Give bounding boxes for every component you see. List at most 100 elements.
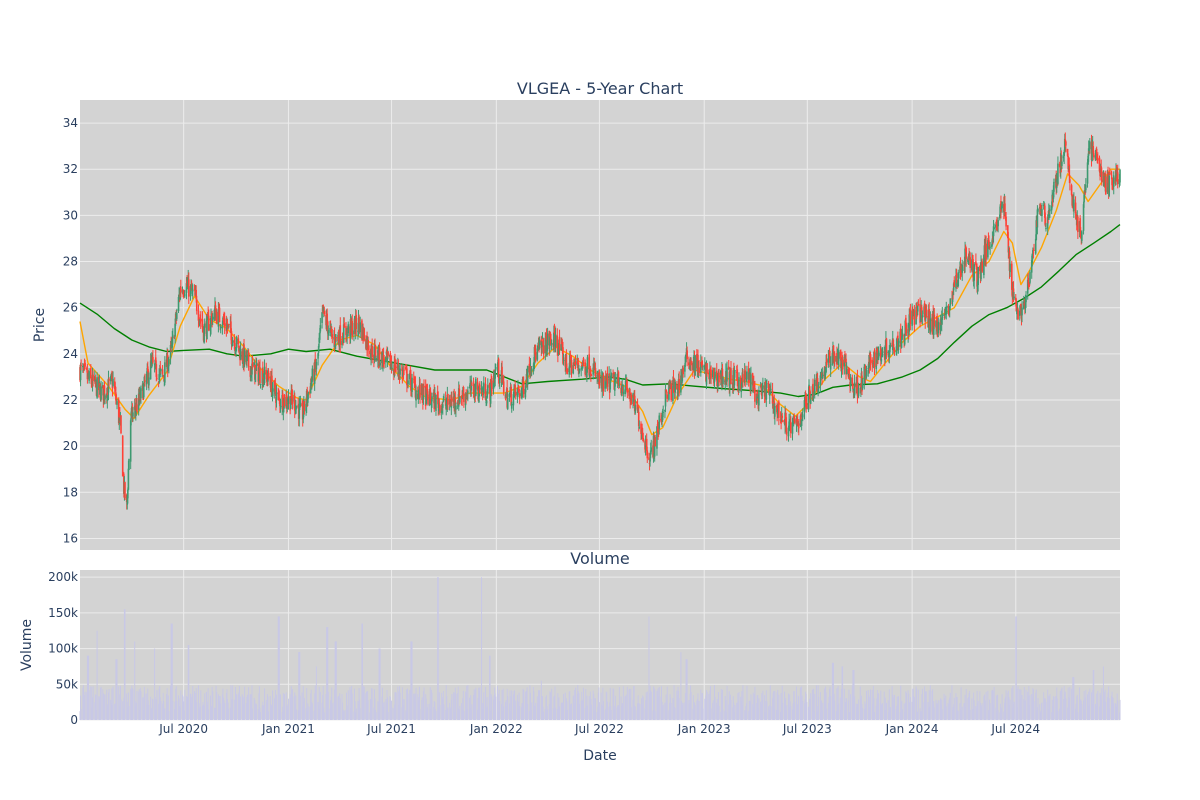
candle-body [1079, 218, 1081, 229]
volume-bar [1052, 706, 1054, 720]
candle-body [852, 388, 855, 392]
volume-bar [399, 686, 401, 720]
candle-body [1000, 201, 1002, 212]
candle-body [809, 399, 812, 404]
candle-body [321, 312, 323, 323]
volume-bar [514, 690, 516, 720]
volume-bar [351, 693, 353, 720]
candle-body [162, 375, 164, 377]
volume-bar [99, 696, 101, 720]
candle-body [625, 378, 627, 384]
volume-bar [604, 710, 606, 720]
volume-bar [414, 702, 416, 720]
volume-bar [450, 708, 452, 720]
volume-bar [504, 702, 506, 720]
candle-body [1032, 250, 1034, 254]
candle-body [158, 369, 161, 375]
candle-body [636, 406, 639, 412]
volume-bar [446, 696, 448, 720]
volume-bar [948, 699, 950, 720]
volume-bar [874, 712, 876, 720]
volume-bar [385, 699, 387, 720]
volume-bar [802, 701, 804, 720]
volume-bar [283, 710, 285, 720]
candle-body [147, 370, 150, 384]
volume-bar [473, 689, 475, 720]
candle-body [492, 377, 495, 389]
volume-bar [367, 700, 369, 720]
candle-body [291, 396, 294, 404]
candle-body [787, 427, 790, 437]
candle-body [403, 369, 405, 371]
ma-long-line [79, 224, 1121, 398]
volume-bar [658, 686, 660, 720]
volume-bar [426, 707, 428, 720]
volume-bar [391, 707, 393, 720]
candle-body [293, 395, 296, 411]
candle-body [189, 286, 192, 297]
candle-body [843, 356, 846, 367]
candle-body [771, 390, 774, 404]
candle-body [353, 330, 355, 335]
candle-body [207, 312, 209, 317]
volume-bar [274, 689, 276, 720]
candle-body [115, 400, 118, 402]
volume-bar [889, 707, 891, 720]
candle-body [341, 340, 343, 346]
volume-bar [795, 686, 797, 720]
candle-body [121, 435, 124, 477]
candle-body [1028, 284, 1031, 286]
volume-bar [772, 692, 774, 720]
candle-body [273, 381, 276, 392]
volume-bar [402, 699, 404, 720]
volume-bar [438, 692, 440, 720]
volume-bar [760, 701, 762, 720]
candle-body [1010, 263, 1013, 290]
volume-bar [856, 703, 858, 720]
candle-body [1088, 151, 1091, 153]
candle-body [625, 381, 628, 389]
candle-body [574, 361, 577, 365]
candle-body [99, 383, 101, 385]
candle-body [614, 378, 617, 382]
candle-body [845, 365, 848, 375]
volume-bar [1114, 703, 1116, 720]
volume-bar [437, 577, 439, 720]
volume-bar [844, 702, 846, 720]
candle-body [522, 382, 525, 395]
candle-body [570, 359, 573, 374]
volume-bar [159, 686, 161, 720]
candle-body [976, 266, 978, 287]
candle-body [768, 391, 771, 396]
candle-body [1102, 171, 1105, 183]
candle-body [610, 373, 613, 377]
candle-body [307, 392, 310, 394]
volume-bar [613, 689, 615, 720]
candle-body [145, 374, 148, 385]
volume-bar [1021, 694, 1023, 720]
candle-body [920, 307, 923, 319]
candle-body [727, 366, 730, 370]
candle-body [367, 339, 369, 351]
volume-bar [697, 693, 699, 720]
volume-bar [238, 692, 240, 720]
volume-bar [374, 698, 376, 720]
volume-bar [1095, 706, 1097, 720]
volume-bar [84, 691, 86, 720]
volume-bar [258, 686, 260, 720]
candle-body [644, 438, 647, 448]
volume-bar [178, 695, 180, 720]
candle-body [1032, 252, 1035, 254]
volume-bar [765, 690, 767, 720]
volume-bar [250, 694, 252, 720]
volume-bar [1007, 692, 1009, 720]
candle-body [203, 326, 205, 343]
volume-bar [221, 694, 223, 720]
volume-bar [618, 687, 620, 720]
volume-bar [904, 712, 906, 720]
candle-body [756, 391, 758, 397]
volume-bar [1031, 693, 1033, 720]
volume-bar [269, 695, 271, 720]
volume-bar [847, 700, 849, 720]
